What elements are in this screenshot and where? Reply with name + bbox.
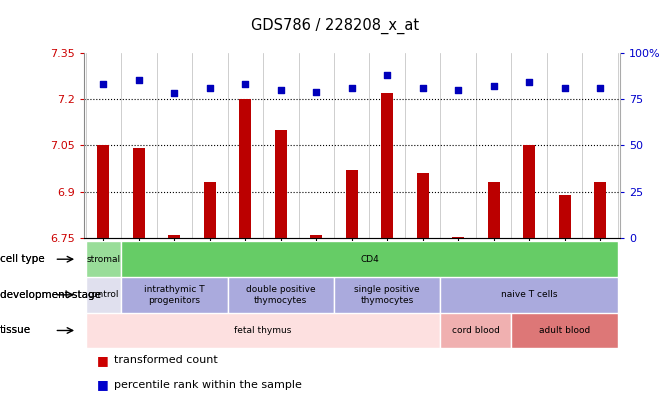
Bar — [440, 313, 511, 348]
Point — [204, 85, 215, 91]
Bar — [204, 183, 216, 238]
Bar — [228, 277, 334, 313]
Bar — [168, 235, 180, 238]
Point — [133, 77, 144, 84]
Bar — [275, 130, 287, 238]
Point — [559, 85, 570, 91]
Point — [595, 85, 606, 91]
Bar — [97, 145, 109, 238]
Text: cord blood: cord blood — [452, 326, 500, 335]
Point — [346, 85, 357, 91]
Text: transformed count: transformed count — [114, 356, 218, 365]
Bar — [86, 241, 121, 277]
Bar — [346, 170, 358, 238]
Bar — [86, 277, 121, 313]
Point — [275, 87, 286, 93]
Bar — [559, 195, 571, 238]
Text: percentile rank within the sample: percentile rank within the sample — [114, 380, 302, 390]
Bar — [417, 173, 429, 238]
Bar — [488, 183, 500, 238]
Point — [311, 88, 322, 95]
Text: fetal thymus: fetal thymus — [234, 326, 291, 335]
Text: adult blood: adult blood — [539, 326, 590, 335]
Point — [240, 81, 251, 87]
Bar — [511, 313, 618, 348]
Bar — [334, 277, 440, 313]
Text: double positive
thymocytes: double positive thymocytes — [246, 285, 316, 305]
Bar — [310, 235, 322, 238]
Bar — [523, 145, 535, 238]
Text: cell type: cell type — [0, 254, 45, 264]
Text: stromal: stromal — [86, 255, 121, 264]
Text: tissue: tissue — [0, 326, 31, 335]
Text: control: control — [88, 290, 119, 299]
Point — [453, 87, 464, 93]
Text: cell type: cell type — [0, 254, 45, 264]
Text: development stage: development stage — [0, 290, 101, 300]
Point — [169, 90, 180, 97]
Text: ■: ■ — [97, 378, 109, 391]
Bar — [452, 237, 464, 238]
Point — [524, 79, 535, 85]
Bar — [86, 313, 440, 348]
Bar — [239, 99, 251, 238]
Text: GDS786 / 228208_x_at: GDS786 / 228208_x_at — [251, 18, 419, 34]
Point — [382, 72, 393, 78]
Bar — [381, 93, 393, 238]
Bar — [594, 183, 606, 238]
Text: tissue: tissue — [0, 326, 31, 335]
Bar — [121, 277, 228, 313]
Text: naive T cells: naive T cells — [501, 290, 557, 299]
Text: intrathymic T
progenitors: intrathymic T progenitors — [144, 285, 204, 305]
Text: single positive
thymocytes: single positive thymocytes — [354, 285, 420, 305]
Bar — [440, 277, 618, 313]
Point — [488, 83, 499, 89]
Point — [98, 81, 109, 87]
Text: development stage: development stage — [0, 290, 101, 300]
Bar — [133, 149, 145, 238]
Point — [417, 85, 428, 91]
Text: ■: ■ — [97, 354, 109, 367]
Text: CD4: CD4 — [360, 255, 379, 264]
